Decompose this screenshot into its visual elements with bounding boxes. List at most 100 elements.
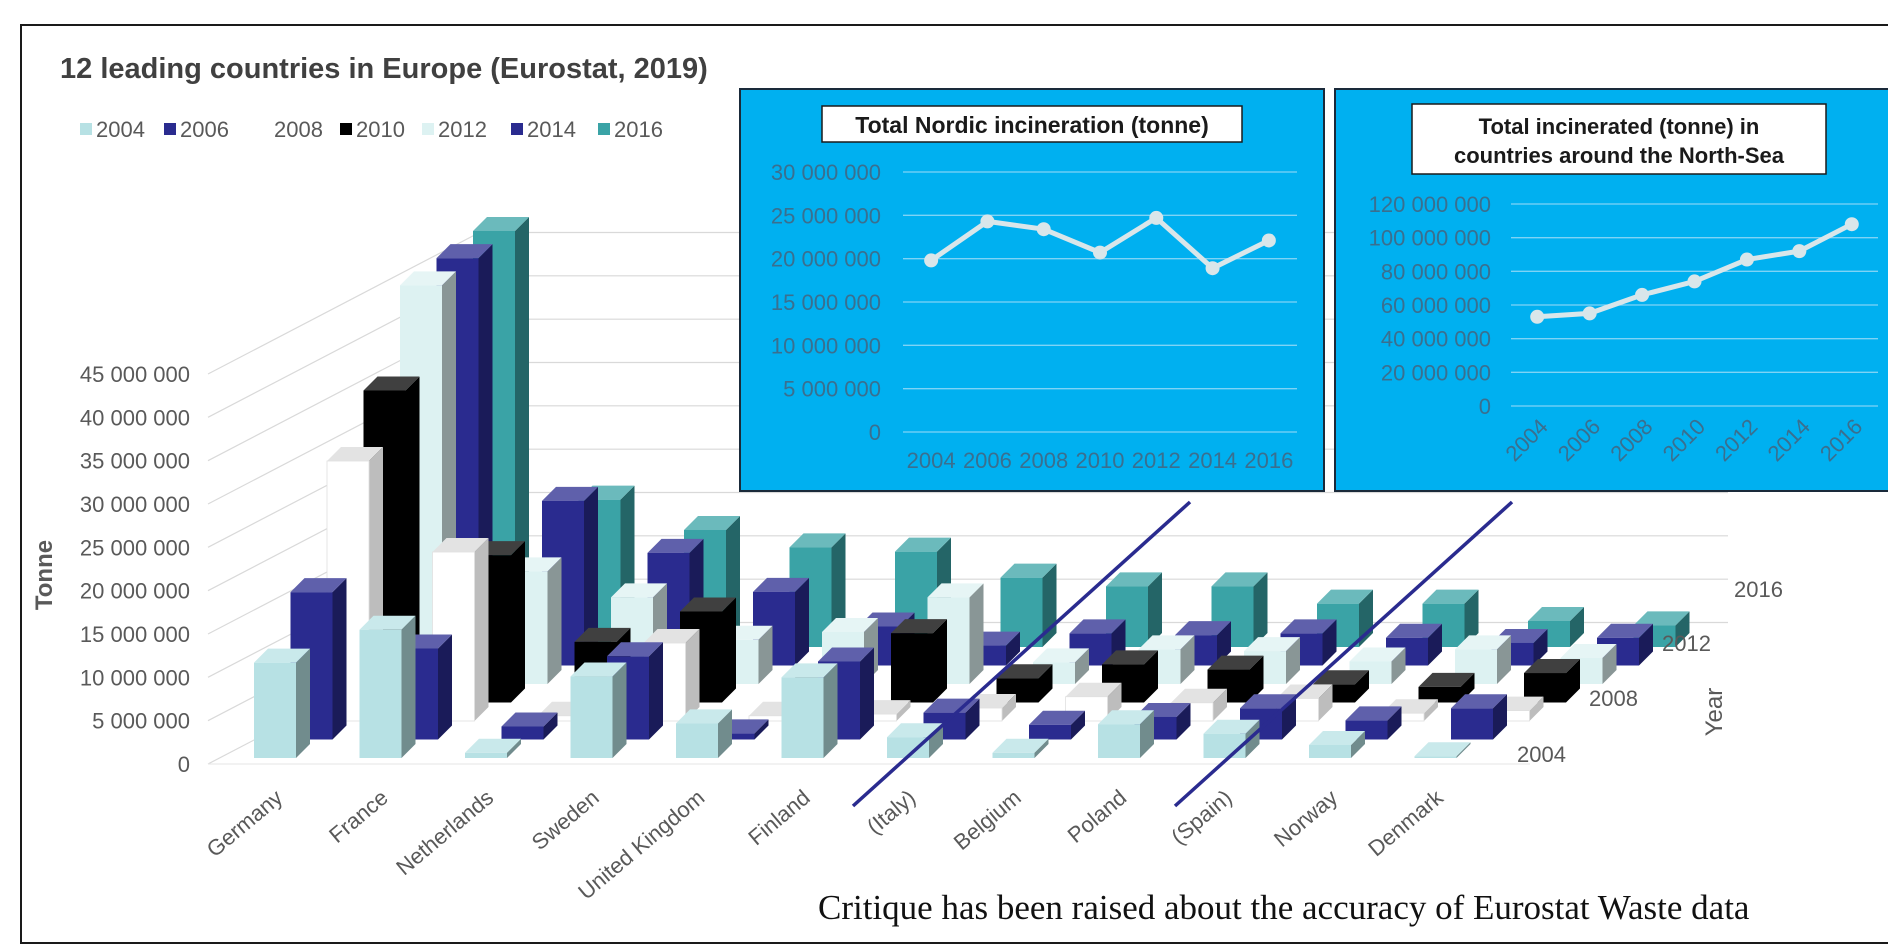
inset-y-tick: 20 000 000 — [1381, 360, 1491, 385]
north-sea-plot: 0 20 000 000 40 000 000 60 000 000 80 000 00… — [1369, 192, 1878, 466]
bar-2012-finland — [927, 583, 984, 684]
y-tick-label: 5 000 000 — [92, 709, 190, 734]
inset-y-tick: 15 000 000 — [771, 290, 881, 315]
inset-y-tick: 5 000 000 — [783, 377, 881, 402]
category-label: Germany — [202, 785, 287, 862]
legend-label: 2010 — [356, 117, 405, 142]
bar-2004-netherlands — [465, 738, 521, 758]
bar-2004-norway — [1309, 731, 1365, 758]
bar-2004-belgium — [992, 738, 1049, 758]
inset-y-tick: 25 000 000 — [771, 203, 881, 228]
inset-data-point — [1582, 306, 1597, 321]
bar-2006-france — [396, 634, 452, 740]
inset-x-tick: 2006 — [963, 448, 1012, 473]
y-tick-label: 25 000 000 — [80, 535, 190, 560]
north-sea-title-line-2: countries around the North-Sea — [1454, 143, 1785, 168]
bar-2006-belgium — [1029, 710, 1085, 740]
inset-data-point — [1739, 252, 1754, 267]
bar-2004-germany — [254, 648, 310, 758]
year-depth-label: 2008 — [1589, 686, 1638, 711]
legend-label: 2008 — [274, 117, 323, 142]
bar-2004-poland — [1098, 710, 1154, 758]
nordic-title-box — [821, 105, 1243, 143]
north-sea-title-line-1: Total incinerated (tonne) in — [1479, 114, 1760, 139]
y-tick-label: 35 000 000 — [80, 449, 190, 474]
inset-data-point — [1687, 274, 1702, 289]
year-depth-label: 2016 — [1734, 577, 1783, 602]
year-depth-labels: 2004 2008 2012 2016 — [1517, 577, 1783, 767]
inset-data-point — [1844, 217, 1859, 232]
inset-x-tick: 2012 — [1710, 414, 1762, 466]
y-tick-label: 15 000 000 — [80, 622, 190, 647]
bar-2012-spain — [1349, 647, 1406, 684]
inset-data-point — [980, 214, 995, 229]
bar-2010-finland — [891, 619, 947, 703]
bar-2004-finland — [781, 663, 838, 758]
y-tick-label: 10 000 000 — [80, 665, 190, 690]
inset-data-point — [1261, 233, 1276, 248]
y-tick-label: 30 000 000 — [80, 492, 190, 517]
category-label: Denmark — [1363, 784, 1448, 861]
category-label: Finland — [743, 785, 814, 851]
legend-label: 2006 — [180, 117, 229, 142]
inset-y-tick: 80 000 000 — [1381, 259, 1491, 284]
legend-label: 2012 — [438, 117, 487, 142]
y-tick-label: 20 000 000 — [80, 579, 190, 604]
strike-line-spain — [1173, 500, 1514, 808]
inset-x-tick: 2006 — [1553, 414, 1605, 466]
year-depth-label: 2012 — [1662, 631, 1711, 656]
category-label: Netherlands — [391, 785, 498, 880]
nordic-line-chart: Total Nordic incineration (tonne) 0 5 000… — [771, 105, 1297, 473]
inset-data-point — [1205, 261, 1220, 276]
year-axis-label: Year — [1701, 688, 1728, 737]
bar-2006-netherlands — [501, 712, 558, 740]
category-label: Norway — [1269, 785, 1342, 852]
y-axis-ticks: 0 5 000 000 10 000 000 15 000 000 20 000 000… — [80, 362, 190, 777]
inset-x-tick: 2004 — [1500, 414, 1552, 466]
bar-series — [254, 217, 1690, 758]
legend-swatch — [80, 123, 92, 135]
category-label: Poland — [1063, 785, 1132, 848]
category-label: France — [324, 785, 393, 848]
bar-2004-unitedkingdom — [676, 709, 732, 758]
y-axis-label: Tonne — [31, 540, 58, 610]
inset-data-point — [1792, 244, 1807, 259]
legend-label: 2016 — [614, 117, 663, 142]
inset-data-point — [924, 253, 939, 268]
strike-lines — [851, 500, 1514, 808]
y-tick-label: 45 000 000 — [80, 362, 190, 387]
north-sea-title-box — [1411, 103, 1827, 175]
inset-data-point — [1149, 210, 1164, 225]
north-sea-incineration-panel: Total incinerated (tonne) in countries a… — [1334, 88, 1888, 492]
inset-x-tick: 2016 — [1244, 448, 1293, 473]
bar-2010-norway — [1418, 672, 1475, 703]
inset-x-tick: 2010 — [1658, 414, 1710, 466]
legend-swatch — [340, 123, 352, 135]
chart-title: 12 leading countries in Europe (Eurostat… — [60, 53, 708, 85]
inset-data-point — [1530, 309, 1545, 324]
y-tick-label: 40 000 000 — [80, 405, 190, 430]
bar-2006-denmark — [1451, 694, 1507, 740]
inset-x-tick: 2014 — [1188, 448, 1237, 473]
bar-2010-sweden — [680, 597, 736, 703]
inset-x-tick: 2014 — [1763, 414, 1815, 466]
legend-swatch — [164, 123, 176, 135]
inset-y-tick: 60 000 000 — [1381, 293, 1491, 318]
legend: 2004 2006 2008 2010 2012 2014 2016 — [80, 117, 663, 142]
inset-y-tick: 40 000 000 — [1381, 327, 1491, 352]
legend-swatch — [511, 123, 523, 135]
inset-x-tick: 2008 — [1019, 448, 1068, 473]
inset-y-tick: 20 000 000 — [771, 247, 881, 272]
bar-2016-belgium — [1211, 572, 1268, 647]
bar-2010-italy — [996, 664, 1053, 703]
inset-x-tick: 2010 — [1076, 448, 1125, 473]
inset-y-tick: 0 — [1479, 394, 1491, 419]
grid-diagonal — [207, 231, 480, 375]
inset-x-tick: 2008 — [1605, 414, 1657, 466]
inset-x-tick: 2016 — [1815, 414, 1867, 466]
legend-swatch — [598, 123, 610, 135]
year-depth-label: 2004 — [1517, 742, 1566, 767]
bar-2004-france — [359, 615, 416, 758]
critique-note: Critique has been raised about the accur… — [818, 888, 1750, 927]
category-label: Belgium — [949, 785, 1026, 855]
